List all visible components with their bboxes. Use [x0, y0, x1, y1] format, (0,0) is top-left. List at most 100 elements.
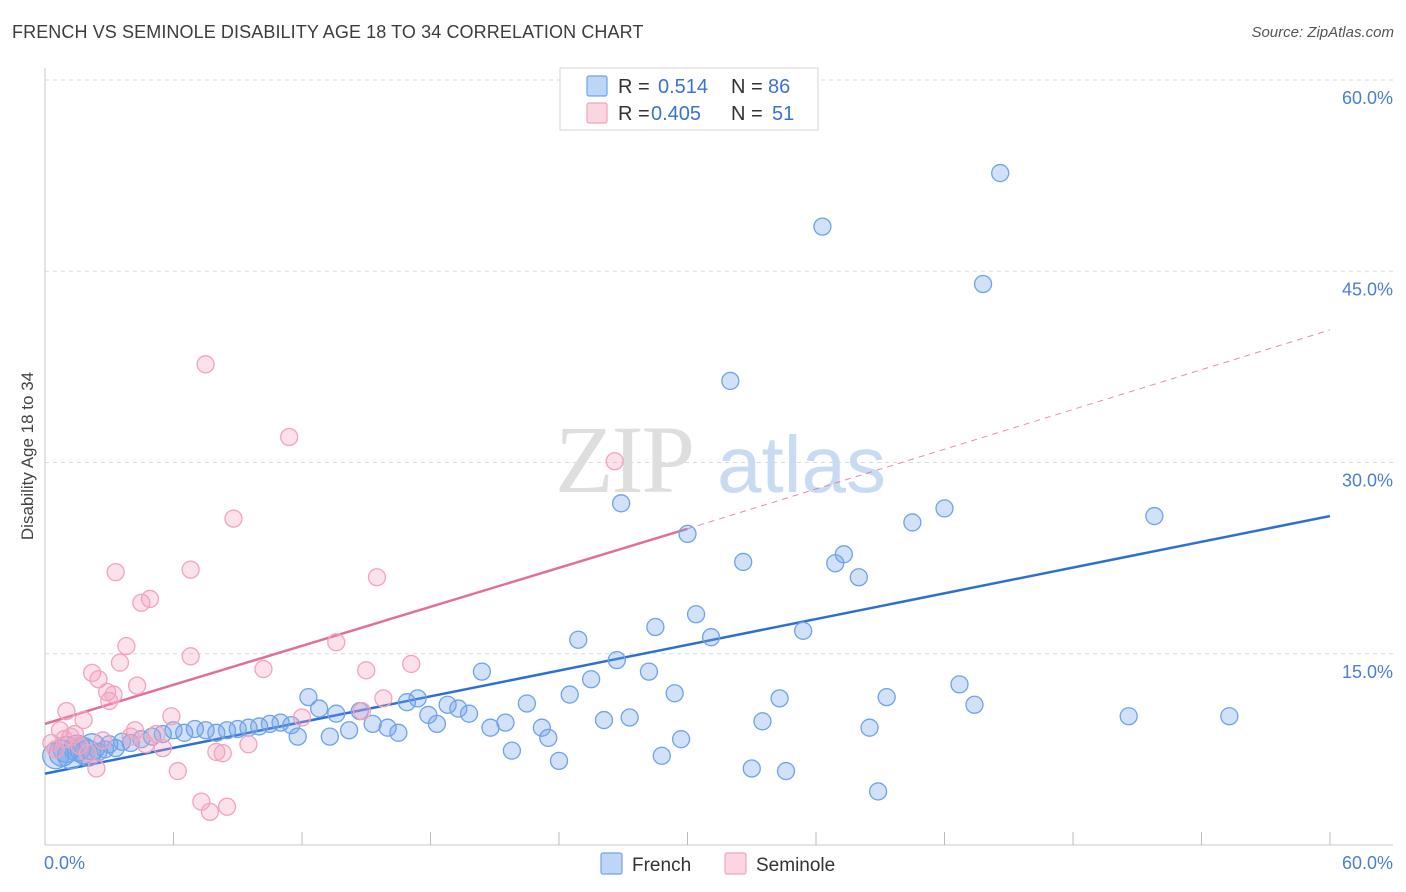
legend-n-label-seminole: N = [731, 103, 763, 125]
seminole-point [168, 761, 187, 781]
french-point [164, 721, 183, 740]
french-point [665, 684, 684, 703]
seminole-point [106, 563, 125, 582]
seminole-trend-line [44, 527, 688, 726]
seminole-point [279, 427, 299, 447]
french-point [991, 163, 1010, 183]
seminole-point [127, 676, 147, 695]
axes [44, 68, 1393, 846]
french-point [973, 274, 993, 294]
seminole-point [327, 633, 346, 652]
seminole-point [292, 708, 312, 727]
french-point [935, 499, 954, 518]
french-point [320, 727, 339, 746]
french-point [153, 724, 172, 744]
french-point [734, 552, 753, 572]
french-point [594, 710, 614, 730]
french-point [532, 718, 552, 737]
seminole-point [224, 509, 243, 528]
french-point [309, 699, 329, 718]
french-point [770, 689, 789, 708]
french-point [339, 721, 359, 740]
french-point [581, 670, 601, 689]
french-point [327, 704, 346, 723]
french-point [753, 712, 772, 731]
watermark-atlas: atlas [717, 420, 886, 509]
seminole-point [239, 735, 258, 754]
french-point [877, 687, 896, 707]
seminole-point [89, 670, 108, 689]
y-tick-label: 15.0% [1342, 662, 1393, 682]
french-point [639, 662, 659, 681]
french-point [549, 751, 569, 770]
source-label: Source: ZipAtlas.com [1251, 24, 1394, 41]
legend-r-label-seminole: R = [618, 103, 650, 125]
legend-n-value-seminole: 51 [772, 103, 794, 125]
french-point [721, 371, 740, 391]
french-point [620, 708, 639, 727]
seminole-point [110, 653, 130, 672]
tick-labels: 15.0% 30.0% 45.0% 60.0% 0.0% 60.0% [44, 88, 1393, 873]
french-point [207, 723, 226, 742]
french-point [175, 723, 194, 742]
french-point [678, 524, 697, 544]
seminole-point [605, 452, 624, 471]
seminole-point [217, 797, 237, 816]
correlation-legend: R = 0.514 N = 86 R = 0.405 N = 51 [559, 67, 819, 131]
french-point [363, 714, 382, 734]
seminole-point [402, 654, 421, 674]
french-point [965, 695, 984, 714]
x-tick-label: 0.0% [44, 853, 85, 873]
legend-r-value-seminole: 0.405 [651, 103, 701, 125]
seminole-point [196, 355, 215, 374]
y-tick-label: 30.0% [1342, 471, 1393, 491]
seminole-point [213, 744, 232, 763]
french-point [607, 650, 626, 670]
french-point [1119, 707, 1138, 726]
seminole-point [132, 593, 151, 612]
french-point [560, 685, 579, 704]
seminole-point [104, 685, 123, 704]
french-point [834, 545, 853, 564]
french-point [686, 605, 706, 624]
grid-lines [45, 79, 1393, 655]
seminole-point [357, 661, 376, 680]
french-point [496, 713, 515, 732]
seminole-point [181, 560, 200, 579]
data-points [42, 163, 1239, 821]
trend-lines [44, 329, 1331, 775]
french-point [1220, 707, 1239, 726]
french-point [794, 621, 813, 640]
french-point [539, 728, 558, 748]
series-legend-swatch-french [600, 852, 623, 875]
seminole-point [93, 731, 112, 750]
x-tick-label: 60.0% [1342, 853, 1393, 873]
french-point [378, 718, 397, 737]
series-legend-swatch-seminole [724, 852, 747, 875]
french-point [903, 513, 922, 532]
series-legend: French Seminole [600, 852, 835, 876]
legend-box [559, 67, 819, 131]
legend-r-label-french: R = [618, 76, 650, 98]
seminole-point [162, 707, 181, 726]
french-point [569, 630, 588, 649]
french-point [950, 675, 969, 694]
french-trend-line [44, 514, 1331, 775]
french-point [776, 761, 796, 781]
french-point [652, 746, 671, 765]
french-point [646, 617, 665, 637]
french-point [438, 695, 457, 714]
legend-r-value-french: 0.514 [658, 76, 708, 98]
legend-n-label-french: N = [731, 76, 763, 98]
french-point [196, 721, 215, 740]
french-point [517, 694, 537, 713]
legend-n-value-french: 86 [768, 76, 790, 98]
seminole-point [181, 647, 200, 666]
series-legend-label-french: French [632, 855, 691, 876]
french-point [288, 727, 307, 746]
seminole-point [352, 701, 372, 721]
french-point [459, 704, 479, 723]
watermark: ZIP atlas [555, 406, 886, 513]
seminole-point [117, 636, 136, 656]
